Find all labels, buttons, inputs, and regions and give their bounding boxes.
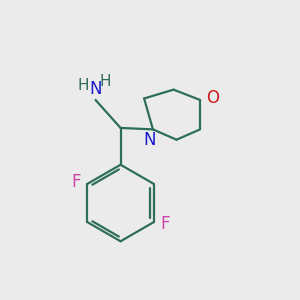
Text: N: N (143, 131, 156, 149)
Text: N: N (89, 80, 102, 98)
Text: F: F (71, 173, 81, 191)
Text: O: O (206, 89, 220, 107)
Text: H: H (77, 79, 89, 94)
Text: F: F (160, 214, 170, 232)
Text: H: H (99, 74, 111, 89)
